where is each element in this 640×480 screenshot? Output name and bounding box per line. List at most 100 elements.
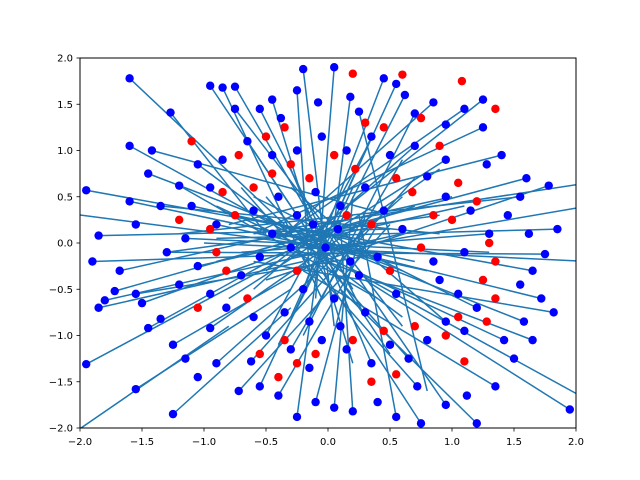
connector-line [80, 214, 366, 253]
blue-point [392, 79, 401, 89]
blue-point [144, 169, 153, 178]
y-tick-label: 0.0 [57, 239, 73, 250]
blue-point [392, 289, 401, 299]
blue-point [230, 104, 240, 114]
red-point [249, 183, 258, 192]
blue-point [206, 81, 215, 90]
blue-point [147, 146, 157, 155]
blue-point [435, 275, 444, 285]
red-point [491, 257, 500, 266]
blue-point [305, 363, 314, 373]
blue-point [441, 400, 450, 410]
blue-point [348, 407, 357, 416]
blue-point [276, 113, 286, 123]
blue-point [212, 220, 221, 229]
x-axis: −2.0 −1.5 −1.0 −0.5 0.0 0.5 1.0 1.5 2.0 [68, 428, 584, 448]
connector-line [147, 214, 354, 329]
red-point [212, 248, 221, 257]
blue-point [144, 323, 153, 333]
blue-point [367, 359, 376, 368]
connector-line [253, 260, 554, 314]
connector-line [358, 215, 397, 418]
blue-point [82, 359, 91, 369]
blue-point [454, 289, 463, 299]
blue-point [429, 257, 438, 266]
blue-point [292, 412, 302, 422]
blue-point [268, 150, 277, 160]
connector-line [197, 205, 465, 267]
blue-point [268, 229, 277, 238]
blue-point [503, 211, 512, 220]
blue-point [321, 243, 330, 252]
blue-point [311, 187, 320, 197]
blue-point [110, 286, 119, 296]
blue-point [249, 206, 258, 215]
y-axis: −2.0 −1.5 −1.0 −0.5 0.0 0.5 1.0 1.5 2.0 [49, 54, 80, 435]
blue-point [222, 303, 231, 312]
blue-point [125, 197, 134, 206]
blue-point [206, 323, 215, 333]
blue-point [88, 257, 97, 266]
blue-point [509, 354, 519, 363]
connector-line [85, 260, 279, 365]
blue-point [292, 86, 302, 95]
blue-point [166, 108, 175, 117]
blue-point [441, 120, 450, 129]
connector-line [197, 163, 403, 318]
blue-point [342, 345, 351, 354]
blue-point [441, 155, 450, 164]
red-point [367, 220, 376, 229]
connector-line [290, 168, 373, 364]
connector-line [339, 224, 354, 412]
blue-point [181, 234, 190, 243]
blue-point [367, 132, 376, 141]
blue-point [206, 289, 215, 299]
connector-line [241, 233, 490, 253]
red-point [348, 335, 357, 345]
blue-point [131, 384, 140, 394]
blue-point [286, 345, 295, 354]
connector-line [358, 111, 428, 392]
connector-line [203, 242, 576, 262]
blue-point [540, 249, 550, 259]
connector-line [271, 99, 354, 364]
connector-line [290, 207, 576, 258]
blue-point [299, 64, 308, 74]
red-point [292, 359, 302, 368]
blue-point [156, 201, 165, 211]
blue-point [423, 172, 432, 181]
blue-point [131, 220, 140, 229]
blue-point [516, 280, 525, 289]
blue-point [268, 95, 277, 104]
blue-point [137, 298, 147, 308]
blue-point [472, 419, 481, 428]
blue-point [292, 146, 302, 155]
connector-line [234, 86, 354, 290]
connector-line [302, 113, 416, 336]
blue-point [346, 92, 355, 102]
blue-point [330, 63, 339, 72]
red-point [255, 349, 264, 359]
blue-point [385, 150, 395, 160]
x-tick-label: −0.5 [254, 437, 278, 448]
red-point [193, 303, 202, 312]
red-point [206, 224, 215, 234]
red-point [351, 164, 360, 174]
red-point [410, 322, 419, 331]
connector-line [151, 149, 391, 216]
blue-point [441, 192, 450, 201]
x-tick-label: 2.0 [568, 437, 584, 448]
red-point [274, 372, 283, 382]
connector-line [290, 186, 447, 323]
red-point [385, 266, 395, 275]
x-tick-label: −1.5 [130, 437, 154, 448]
red-point [280, 123, 289, 132]
red-point [361, 118, 370, 127]
x-tick-label: 0.5 [382, 437, 398, 448]
y-tick-label: −0.5 [49, 285, 73, 296]
blue-point [466, 206, 475, 215]
blue-point [516, 192, 525, 201]
connector-line [364, 279, 571, 411]
red-point [243, 294, 252, 303]
blue-point [162, 248, 171, 257]
